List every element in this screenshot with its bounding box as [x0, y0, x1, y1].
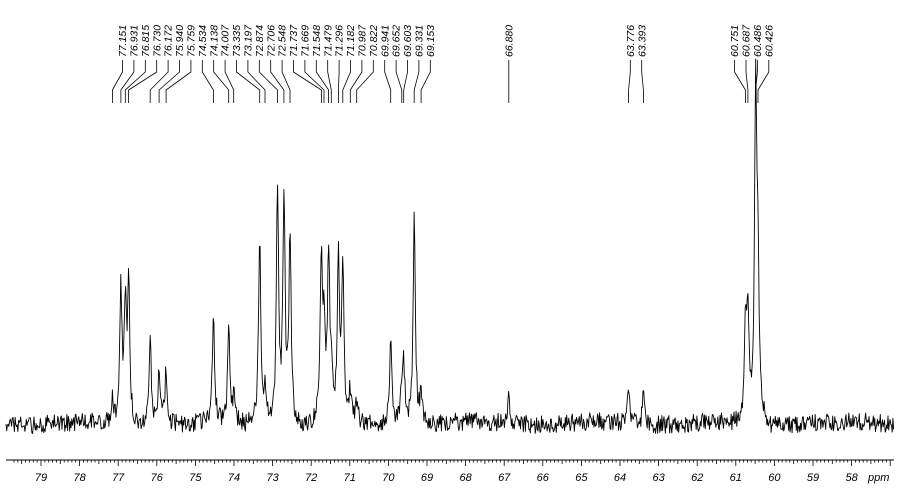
peak-label: 72.874: [254, 25, 266, 57]
peak-label: 77.151: [117, 25, 129, 57]
peak-leader-line: [413, 60, 420, 103]
peak-label: 70.987: [357, 24, 369, 57]
peak-labels: 77.151 76.931 76.815 76.730 76.172 75.940 75.7…: [117, 24, 775, 57]
x-tick-label: 67: [498, 472, 511, 484]
peak-leader-line: [293, 60, 322, 103]
x-tick-label: 74: [228, 472, 240, 484]
peak-label: 71.737: [288, 24, 300, 57]
peak-leader-line: [158, 60, 180, 103]
peak-label: 76.931: [129, 25, 141, 57]
peak-leader-line: [149, 60, 169, 103]
peak-label: 71.548: [311, 25, 323, 57]
peak-leader-line: [128, 60, 158, 103]
peak-label: 70.822: [368, 25, 380, 57]
peak-leader-line: [356, 60, 374, 103]
peak-label: 71.669: [300, 25, 312, 57]
x-tick-label: 77: [112, 472, 125, 484]
peak-label: 69.153: [425, 25, 437, 57]
peak-leader-line: [281, 60, 291, 103]
peak-label: 60.426: [763, 25, 775, 57]
peak-label: 73.335: [231, 25, 243, 57]
peak-label: 74.138: [208, 25, 220, 57]
peak-leader-line: [337, 60, 340, 103]
x-tick-label: 58: [845, 472, 858, 484]
peak-leader-line: [124, 60, 146, 103]
peak-leader-line: [236, 60, 261, 103]
x-tick-label: 71: [344, 472, 356, 484]
peak-label: 71.296: [334, 25, 346, 57]
x-tick-label: 76: [151, 472, 164, 484]
x-tick-label: 78: [73, 472, 86, 484]
peak-leader-line: [213, 60, 230, 103]
peak-label: 71.182: [345, 25, 357, 57]
peak-leader-line: [734, 60, 746, 103]
peak-label: 72.548: [277, 25, 289, 57]
x-axis-ticks: [13, 460, 891, 466]
peak-label: 74.007: [220, 24, 232, 57]
peak-leader-line: [628, 60, 631, 103]
peak-label: 69.603: [402, 25, 414, 57]
spectrum-trace: [5, 58, 895, 434]
x-tick-label: 79: [35, 472, 47, 484]
peak-leader-line: [327, 60, 332, 103]
peak-label: 72.706: [265, 25, 277, 57]
peak-leader-line: [745, 60, 749, 103]
x-tick-label: 61: [730, 472, 742, 484]
peak-label: 60.687: [741, 24, 753, 57]
x-axis-unit-label: ppm: [867, 472, 889, 484]
peak-leader-line: [270, 60, 285, 103]
x-tick-label: 62: [691, 472, 703, 484]
peak-label: 63.393: [636, 25, 648, 57]
x-axis-tick-labels: 79 78 77 76 75 74 73 72 71 70 69 68 67 66 65 64 63 62 61 60…: [35, 472, 859, 484]
peak-leader-line: [384, 60, 392, 103]
x-tick-label: 60: [768, 472, 781, 484]
peak-leader-line: [349, 60, 363, 103]
peak-leader-line: [258, 60, 278, 103]
peak-leader-line: [165, 60, 192, 103]
x-tick-label: 64: [614, 472, 626, 484]
peak-leader-line: [395, 60, 403, 103]
peak-leader-line: [641, 60, 644, 103]
x-tick-label: 70: [382, 472, 395, 484]
peak-label: 60.751: [729, 25, 741, 57]
peak-label: 74.534: [197, 25, 209, 57]
peak-leader-line: [342, 60, 351, 103]
x-tick-label: 68: [459, 472, 472, 484]
peak-label: 69.652: [391, 25, 403, 57]
peak-leader-line: [120, 60, 135, 103]
x-tick-label: 63: [652, 472, 665, 484]
x-tick-label: 72: [305, 472, 317, 484]
peak-label: 76.172: [163, 25, 175, 57]
peak-leader-line: [247, 60, 266, 103]
peak-label: 69.941: [379, 25, 391, 57]
peak-leader-line: [112, 60, 123, 103]
peak-label: 66.880: [503, 25, 515, 57]
peak-label: 73.197: [243, 24, 255, 57]
peak-leader-line: [757, 60, 770, 103]
peak-label: 71.479: [322, 25, 334, 57]
peak-label: 76.815: [140, 25, 152, 57]
peak-label-leaders: [112, 60, 770, 103]
peak-label: 60.486: [752, 25, 764, 57]
x-tick-label: 75: [189, 472, 202, 484]
peak-label: 75.940: [174, 25, 186, 57]
peak-leader-line: [304, 60, 325, 103]
peak-leader-line: [403, 60, 408, 103]
peak-label: 69.331: [414, 25, 426, 57]
peak-label: 63.776: [625, 25, 637, 57]
peak-label: 75.759: [186, 25, 198, 57]
x-tick-label: 73: [266, 472, 279, 484]
peak-leader-line: [315, 60, 330, 103]
x-tick-label: 66: [537, 472, 550, 484]
peak-leader-line: [224, 60, 235, 103]
x-tick-label: 65: [575, 472, 588, 484]
peak-leader-line: [201, 60, 214, 103]
x-tick-label: 69: [421, 472, 433, 484]
x-tick-label: 59: [807, 472, 819, 484]
peak-leader-line: [420, 60, 431, 103]
peak-label: 76.730: [151, 25, 163, 57]
